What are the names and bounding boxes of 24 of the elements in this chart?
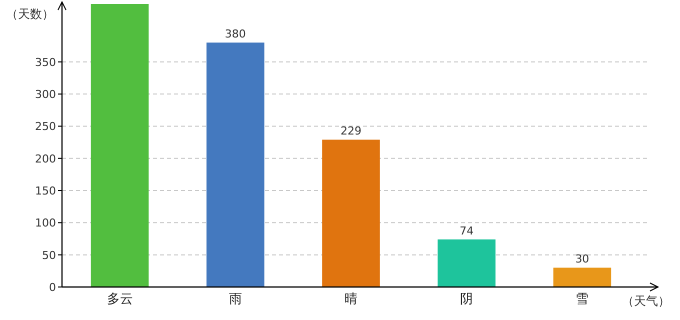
y-tick-label: 300 xyxy=(35,88,56,102)
y-tick-label: 250 xyxy=(35,120,56,134)
data-label: 380 xyxy=(224,28,246,41)
data-label: 229 xyxy=(340,124,362,138)
data-label: 30 xyxy=(575,252,590,266)
x-axis-title: （天气） xyxy=(622,294,670,308)
bar xyxy=(206,42,264,287)
x-tick-label: 雨 xyxy=(228,292,242,307)
bar xyxy=(553,268,612,287)
data-label: 74 xyxy=(460,224,474,238)
y-tick-label: 100 xyxy=(35,216,56,230)
x-tick-label: 晴 xyxy=(344,292,358,307)
y-tick-label: 200 xyxy=(35,152,56,166)
bar xyxy=(90,4,149,287)
x-tick-label: 阴 xyxy=(460,292,474,307)
y-tick-label: 350 xyxy=(35,56,56,69)
y-tick-label: 50 xyxy=(42,248,56,262)
x-tick-label: 多云 xyxy=(106,292,133,307)
bar xyxy=(438,239,496,287)
y-axis-title: （天数） xyxy=(6,7,54,21)
x-tick-label: 雪 xyxy=(576,292,589,307)
y-tick-label: 0 xyxy=(49,281,56,294)
y-tick-label: 150 xyxy=(35,184,56,198)
bar xyxy=(322,140,380,287)
